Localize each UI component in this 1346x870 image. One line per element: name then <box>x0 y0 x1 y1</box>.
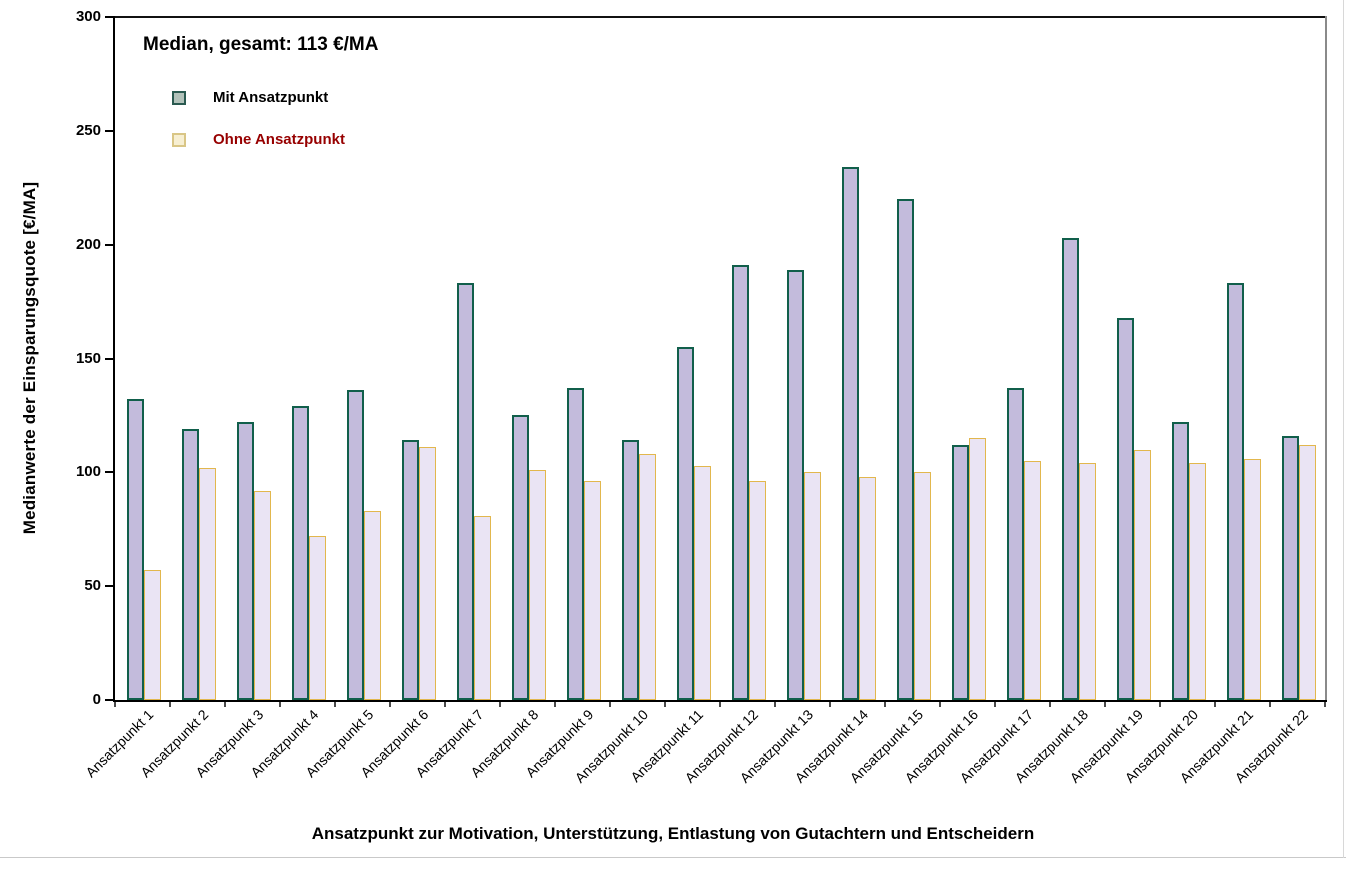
bar-mit-ansatzpunkt-19 <box>1117 317 1134 700</box>
legend-swatch-ohne-icon <box>172 132 186 147</box>
x-tick-mark <box>279 702 281 707</box>
x-tick-mark <box>114 702 116 707</box>
x-tick-mark <box>719 702 721 707</box>
bar-ohne-ansatzpunkt-4 <box>309 536 326 700</box>
bar-ohne-ansatzpunkt-11 <box>694 465 711 700</box>
bar-mit-ansatzpunkt-11 <box>677 347 694 700</box>
bar-mit-ansatzpunkt-9 <box>567 388 584 700</box>
bar-ohne-ansatzpunkt-10 <box>639 454 656 700</box>
x-tick-mark <box>389 702 391 707</box>
bar-mit-ansatzpunkt-10 <box>622 440 639 700</box>
bar-ohne-ansatzpunkt-14 <box>859 476 876 700</box>
bar-ohne-ansatzpunkt-12 <box>749 481 766 700</box>
x-tick-mark <box>1269 702 1271 707</box>
y-tick-label: 100 <box>75 463 101 481</box>
x-tick-mark <box>169 702 171 707</box>
x-tick-mark <box>1214 702 1216 707</box>
y-tick-mark <box>105 243 115 246</box>
y-axis-title: Medianwerte der Einsparungsquote [€/MA] <box>20 181 39 535</box>
bar-ohne-ansatzpunkt-8 <box>529 470 546 700</box>
bar-mit-ansatzpunkt-16 <box>952 445 969 700</box>
bar-mit-ansatzpunkt-13 <box>787 269 804 700</box>
bar-ohne-ansatzpunkt-1 <box>144 570 161 700</box>
bar-mit-ansatzpunkt-17 <box>1007 388 1024 700</box>
bar-mit-ansatzpunkt-5 <box>347 390 364 700</box>
bar-mit-ansatzpunkt-20 <box>1172 422 1189 700</box>
x-tick-mark <box>774 702 776 707</box>
bar-mit-ansatzpunkt-22 <box>1282 435 1299 700</box>
plot-border-right <box>1325 16 1327 702</box>
y-tick-mark <box>105 129 115 132</box>
y-tick-label: 0 <box>92 691 101 708</box>
figure-right-edge <box>1343 0 1344 858</box>
bar-mit-ansatzpunkt-4 <box>292 406 309 700</box>
x-tick-mark <box>444 702 446 707</box>
y-tick-mark <box>105 585 115 588</box>
legend-label-mit: Mit Ansatzpunkt <box>213 89 329 106</box>
bar-ohne-ansatzpunkt-19 <box>1134 449 1151 700</box>
bar-mit-ansatzpunkt-18 <box>1062 237 1079 700</box>
bar-ohne-ansatzpunkt-13 <box>804 472 821 700</box>
bar-mit-ansatzpunkt-1 <box>127 399 144 700</box>
bar-ohne-ansatzpunkt-16 <box>969 438 986 700</box>
bar-mit-ansatzpunkt-21 <box>1227 283 1244 700</box>
bar-mit-ansatzpunkt-15 <box>897 199 914 700</box>
bar-ohne-ansatzpunkt-5 <box>364 511 381 700</box>
plot-border-top <box>113 16 1327 18</box>
x-tick-mark <box>609 702 611 707</box>
x-tick-mark <box>224 702 226 707</box>
y-tick-mark <box>105 357 115 360</box>
bar-ohne-ansatzpunkt-15 <box>914 472 931 700</box>
y-tick-mark <box>105 16 115 18</box>
bar-mit-ansatzpunkt-6 <box>402 440 419 700</box>
x-tick-mark <box>884 702 886 707</box>
y-tick-label: 50 <box>84 577 101 595</box>
bar-mit-ansatzpunkt-7 <box>457 283 474 700</box>
bar-ohne-ansatzpunkt-2 <box>199 467 216 700</box>
bar-ohne-ansatzpunkt-20 <box>1189 463 1206 700</box>
bar-mit-ansatzpunkt-2 <box>182 429 199 700</box>
x-axis-line <box>113 700 1327 702</box>
x-tick-mark <box>1324 702 1326 707</box>
x-tick-mark <box>334 702 336 707</box>
y-tick-label: 250 <box>75 121 101 139</box>
bar-ohne-ansatzpunkt-9 <box>584 481 601 700</box>
x-tick-mark <box>1104 702 1106 707</box>
x-tick-mark <box>1049 702 1051 707</box>
legend-item-ohne: Ohne Ansatzpunkt <box>172 131 345 148</box>
bar-mit-ansatzpunkt-8 <box>512 415 529 700</box>
plot-area <box>105 16 1326 707</box>
bar-ohne-ansatzpunkt-18 <box>1079 463 1096 700</box>
bar-ohne-ansatzpunkt-21 <box>1244 458 1261 700</box>
y-tick-mark <box>105 699 115 701</box>
x-tick-mark <box>554 702 556 707</box>
x-tick-mark <box>939 702 941 707</box>
bar-mit-ansatzpunkt-3 <box>237 422 254 700</box>
bar-ohne-ansatzpunkt-7 <box>474 515 491 700</box>
x-tick-mark <box>1159 702 1161 707</box>
bar-mit-ansatzpunkt-14 <box>842 167 859 700</box>
x-tick-mark <box>664 702 666 707</box>
y-tick-label: 300 <box>75 8 101 25</box>
y-tick-label: 200 <box>75 235 101 253</box>
bar-ohne-ansatzpunkt-3 <box>254 490 271 700</box>
y-axis-labels: 0 50 100 150 200 250 300 <box>0 8 104 708</box>
legend-swatch-mit-icon <box>172 90 186 105</box>
y-tick-label: 150 <box>75 349 101 367</box>
legend-item-mit: Mit Ansatzpunkt <box>172 89 328 106</box>
bar-ohne-ansatzpunkt-17 <box>1024 460 1041 700</box>
median-annotation: Median, gesamt: 113 €/MA <box>143 34 379 55</box>
figure-bottom-edge <box>0 857 1346 858</box>
bar-mit-ansatzpunkt-12 <box>732 265 749 700</box>
x-tick-mark <box>499 702 501 707</box>
bar-ohne-ansatzpunkt-22 <box>1299 445 1316 700</box>
legend-label-ohne: Ohne Ansatzpunkt <box>213 131 345 148</box>
x-axis-title: Ansatzpunkt zur Motivation, Unterstützun… <box>311 824 1035 843</box>
y-tick-mark <box>105 471 115 474</box>
bar-ohne-ansatzpunkt-6 <box>419 447 436 700</box>
x-tick-mark <box>829 702 831 707</box>
x-tick-mark <box>994 702 996 707</box>
